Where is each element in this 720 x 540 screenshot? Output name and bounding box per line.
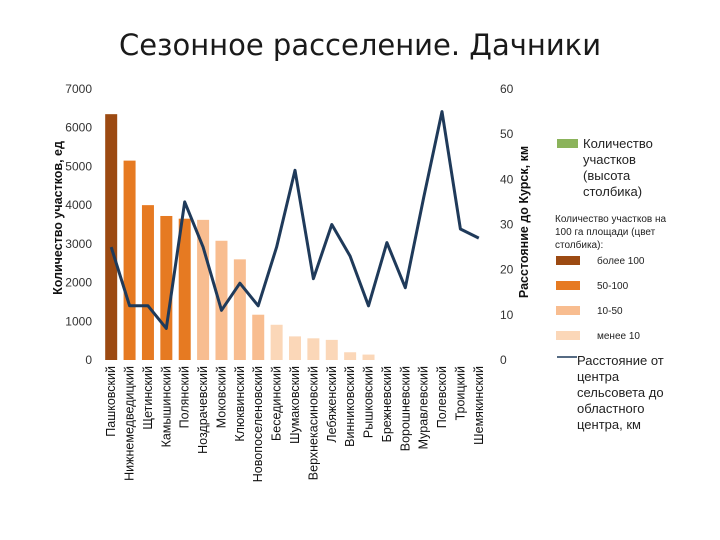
left-y-axis: 0 1000 2000 3000 4000 5000 6000 7000 bbox=[65, 82, 92, 367]
bar-series bbox=[105, 114, 375, 361]
left-tick-label: 0 bbox=[85, 353, 92, 367]
bar bbox=[252, 314, 265, 360]
bar bbox=[344, 352, 357, 360]
category-label: Винниковский bbox=[343, 366, 357, 447]
left-tick-label: 3000 bbox=[65, 237, 92, 251]
category-label: Моковский bbox=[214, 366, 228, 428]
bar bbox=[160, 215, 173, 360]
legend-label-line: Расстояние от центра сельсовета до областно… bbox=[577, 353, 664, 432]
category-label: Лебяженский bbox=[325, 366, 339, 443]
left-tick-label: 4000 bbox=[65, 198, 92, 212]
right-tick-label: 60 bbox=[500, 82, 514, 96]
bar bbox=[233, 259, 246, 360]
right-tick-label: 30 bbox=[500, 218, 514, 232]
category-labels: Пашковский Нижнемедведицкий Щетинский Камыш… bbox=[104, 366, 486, 482]
legend-class-label: более 100 bbox=[597, 255, 645, 267]
category-label: Муравлевский bbox=[417, 366, 431, 449]
category-label: Верхнекасиновский bbox=[306, 366, 320, 480]
page-title: Сезонное расселение. Дачники bbox=[118, 28, 602, 62]
legend-class-label: менее 10 bbox=[597, 331, 640, 342]
category-label: Щетинский bbox=[141, 366, 155, 430]
category-label: Клюквинский bbox=[233, 366, 247, 442]
category-label: Полянский bbox=[178, 366, 192, 428]
left-tick-label: 1000 bbox=[65, 314, 92, 328]
category-label: Шумаковский bbox=[288, 366, 302, 444]
category-label: Шемякинский bbox=[472, 366, 486, 445]
bar bbox=[215, 240, 228, 360]
bar bbox=[325, 339, 338, 360]
right-tick-label: 10 bbox=[500, 308, 514, 322]
legend-classes-title: Количество участков на 100 га площади (цв… bbox=[555, 214, 666, 251]
bar bbox=[307, 338, 320, 360]
category-label: Нижнемедведицкий bbox=[123, 366, 137, 481]
line-series bbox=[109, 110, 480, 330]
left-tick-label: 2000 bbox=[65, 276, 92, 290]
right-tick-label: 0 bbox=[500, 353, 507, 367]
bar bbox=[197, 219, 210, 360]
bar bbox=[362, 354, 375, 360]
category-label: Бесединский bbox=[270, 366, 284, 441]
right-tick-label: 20 bbox=[500, 263, 514, 277]
category-label: Пашковский bbox=[104, 366, 118, 437]
category-label: Брежневский bbox=[380, 366, 394, 442]
category-label: Ворошневский bbox=[398, 366, 412, 451]
bar bbox=[270, 324, 283, 360]
bar bbox=[105, 114, 118, 361]
y-axis-title-left: Количество участков, ед bbox=[51, 141, 65, 295]
category-label: Новопоселеновский bbox=[251, 366, 265, 482]
legend: Количество участков (высота столбика) Количе… bbox=[555, 136, 666, 432]
right-tick-label: 50 bbox=[500, 127, 514, 141]
left-tick-label: 6000 bbox=[65, 121, 92, 135]
category-label: Троицкий bbox=[453, 366, 467, 420]
right-y-axis: 0 10 20 30 40 50 60 bbox=[500, 82, 514, 367]
y-axis-title-right: Расстояние до Курск, км bbox=[517, 146, 531, 298]
bar bbox=[289, 336, 301, 360]
legend-swatch-class bbox=[556, 256, 580, 265]
bar bbox=[178, 218, 191, 360]
legend-swatch-class bbox=[556, 331, 580, 340]
category-label: Ноздрачевский bbox=[196, 366, 210, 454]
legend-swatch-class bbox=[556, 306, 580, 315]
distance-line bbox=[109, 110, 480, 330]
left-tick-label: 7000 bbox=[65, 82, 92, 96]
legend-swatch-class bbox=[556, 281, 580, 290]
right-tick-label: 40 bbox=[500, 172, 514, 186]
legend-swatch-count bbox=[557, 139, 578, 148]
category-label: Рышковский bbox=[362, 366, 376, 438]
category-label: Камышинский bbox=[159, 366, 173, 447]
legend-label-count: Количество участков (высота столбика) bbox=[583, 136, 653, 199]
legend-class-label: 50-100 bbox=[597, 281, 629, 292]
bar bbox=[123, 160, 136, 360]
legend-class-label: 10-50 bbox=[597, 306, 623, 317]
left-tick-label: 5000 bbox=[65, 159, 92, 173]
bar bbox=[141, 205, 154, 360]
category-label: Полевской bbox=[435, 366, 449, 428]
